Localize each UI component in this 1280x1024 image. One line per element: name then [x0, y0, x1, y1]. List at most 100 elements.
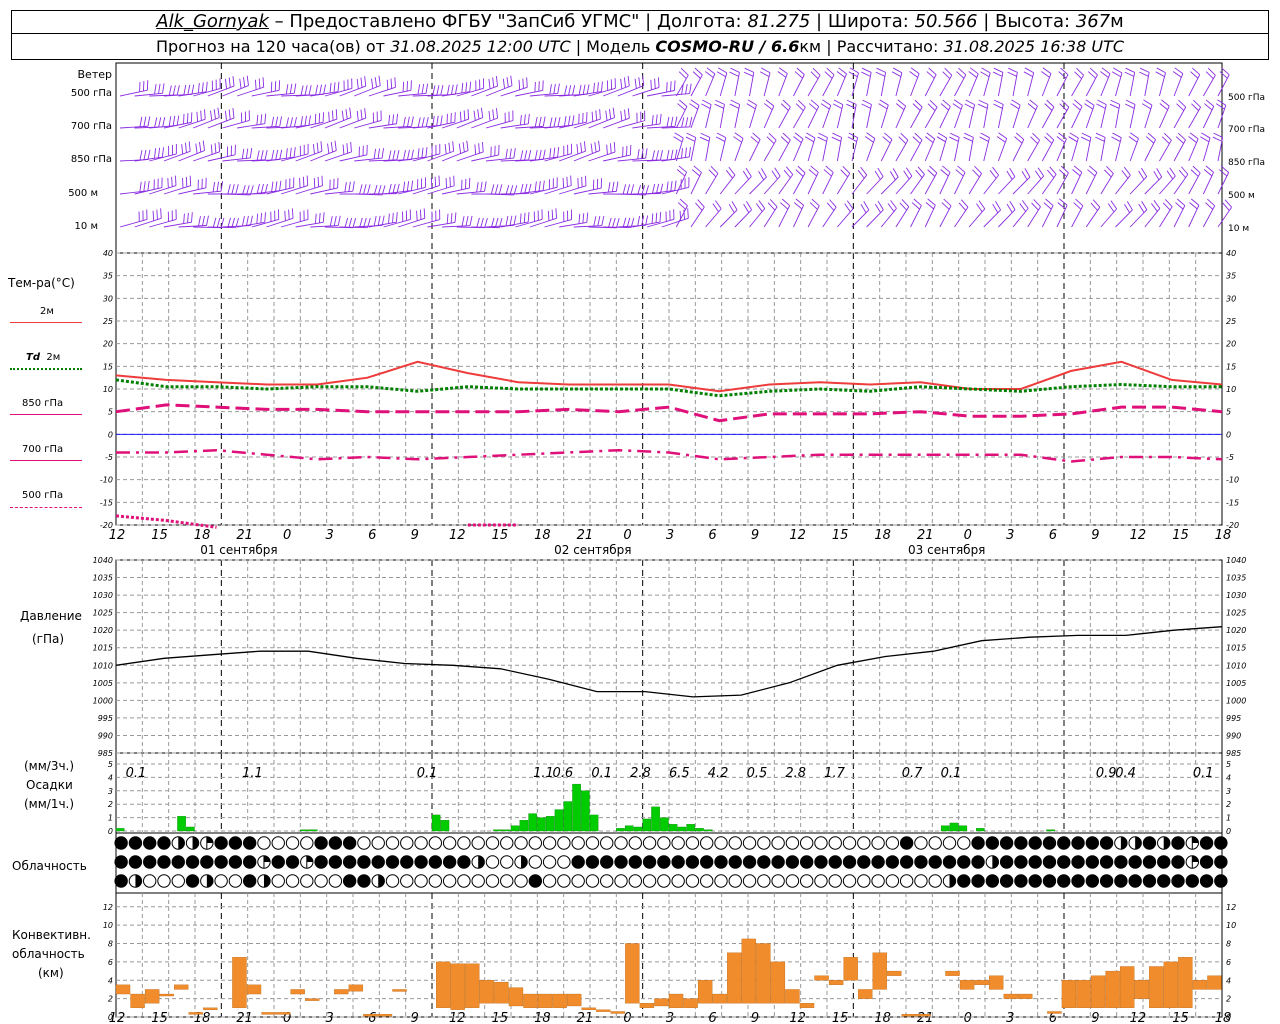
cloud-cover-symbol [314, 874, 328, 888]
cloud-cover-symbol [271, 836, 285, 850]
wind-feather [346, 143, 349, 154]
cloud-cover-symbol [1214, 855, 1228, 869]
wind-shaft [836, 173, 851, 195]
cloud-cover-symbol [742, 874, 757, 888]
cloud-circle [500, 836, 514, 850]
wind-feather [1174, 67, 1184, 75]
cloud-cover-symbol [328, 874, 343, 888]
pressure-tick-right: 1020 [1226, 626, 1246, 635]
wind-shaft [398, 156, 426, 162]
cloud-cover-symbol [914, 836, 928, 850]
cloud-cover-symbol [1085, 836, 1100, 850]
model-name: COSMO-RU / 6.6 [655, 37, 800, 56]
wind-barb-500m [1100, 166, 1114, 195]
series-t700 [116, 448, 1223, 463]
conv-cloud-bar [290, 989, 305, 995]
wind-barb-500m [1085, 165, 1098, 195]
cloud-cover-symbol [1028, 855, 1042, 869]
wind-feather [202, 215, 205, 226]
wind-barb-500m [529, 177, 558, 195]
conv-cloud-bar [188, 1012, 203, 1015]
wind-barb-850hpa [847, 132, 859, 162]
wind-shaft [310, 187, 338, 195]
wind-level-850hpa: 850 гПа [70, 154, 112, 165]
cloud-circle [400, 874, 414, 888]
cloud-circle [414, 855, 428, 869]
cloud-circle [114, 874, 128, 888]
wind-feather [989, 170, 997, 179]
wind-barb-500m [998, 167, 1016, 195]
cloud-cover-symbol [1171, 836, 1185, 850]
wind-barb-700hpa [559, 112, 588, 129]
wind-feather [976, 203, 983, 213]
wind-feather [822, 99, 832, 106]
wind-barb-850hpa [412, 143, 441, 162]
conv-tick-left: 0 [108, 1013, 113, 1022]
cloud-circle [785, 874, 800, 888]
cloud-cover-symbol [342, 874, 357, 888]
wind-feather [212, 182, 216, 193]
precip-bar [510, 825, 520, 832]
wind-feather [677, 202, 686, 210]
wind-feather [783, 169, 791, 179]
wind-feather [1219, 71, 1228, 79]
wind-feather [681, 117, 685, 128]
precip-bar [660, 817, 669, 832]
x-tick-label: 12 [1130, 528, 1147, 543]
wind-feather [1113, 67, 1123, 74]
wind-shaft [266, 187, 294, 195]
wind-barb-10m [880, 200, 897, 228]
wind-barb-500hpa [119, 80, 149, 97]
wind-feather [1190, 198, 1200, 206]
cloud-circle [814, 855, 828, 869]
wind-barb-500m [559, 175, 587, 195]
wind-feather [1207, 198, 1216, 207]
wind-barb-500m [1217, 165, 1230, 195]
wind-feather [154, 148, 157, 159]
wind-barb-10m [1188, 198, 1200, 228]
conv-cloud-bar [843, 957, 858, 981]
cloud-cover-symbol [799, 836, 814, 850]
precip-3h-total: 0.1 [126, 766, 147, 781]
cloud-circle [1199, 855, 1214, 869]
cloud-circle [714, 874, 728, 888]
wind-barb-500hpa [383, 80, 412, 97]
wind-feather [666, 116, 670, 127]
wind-feather [981, 67, 991, 74]
wind-feather [769, 199, 778, 208]
wind-feather [285, 84, 289, 95]
wind-shaft [734, 72, 740, 97]
cloud-cover-symbol [1099, 874, 1114, 888]
cloud-half [478, 855, 485, 869]
cloud-cover-symbol [400, 836, 414, 850]
wind-feather [1222, 202, 1230, 211]
wind-feather [1178, 99, 1187, 108]
cloud-cover-symbol [1142, 855, 1157, 869]
cloud-circle [742, 836, 757, 850]
wind-shaft [442, 225, 471, 228]
cloud-circle [342, 874, 357, 888]
wind-feather [758, 200, 766, 209]
wind-feather [1107, 203, 1115, 213]
wind-feather [1019, 203, 1027, 212]
wind-shaft [368, 221, 397, 228]
wind-shaft [602, 85, 630, 97]
wind-shaft [441, 187, 470, 195]
wind-feather [637, 184, 641, 195]
wind-barb-700hpa [1056, 99, 1070, 129]
cloud-cover-symbol [228, 874, 243, 888]
cloud-circle [428, 855, 443, 869]
wind-feather [688, 146, 691, 157]
wind-shaft [119, 219, 148, 228]
wind-label: Ветер [77, 68, 112, 81]
wind-shaft [661, 126, 690, 129]
wind-barb-500m [1056, 165, 1069, 195]
wind-feather [928, 67, 937, 75]
wind-feather [943, 198, 952, 207]
wind-feather [578, 213, 581, 224]
cloud-circle [457, 874, 471, 888]
cloud-half [1120, 836, 1128, 850]
wind-feather [780, 136, 789, 144]
wind-barb-850hpa [673, 132, 684, 162]
pressure-tick-left: 1040 [93, 556, 113, 565]
